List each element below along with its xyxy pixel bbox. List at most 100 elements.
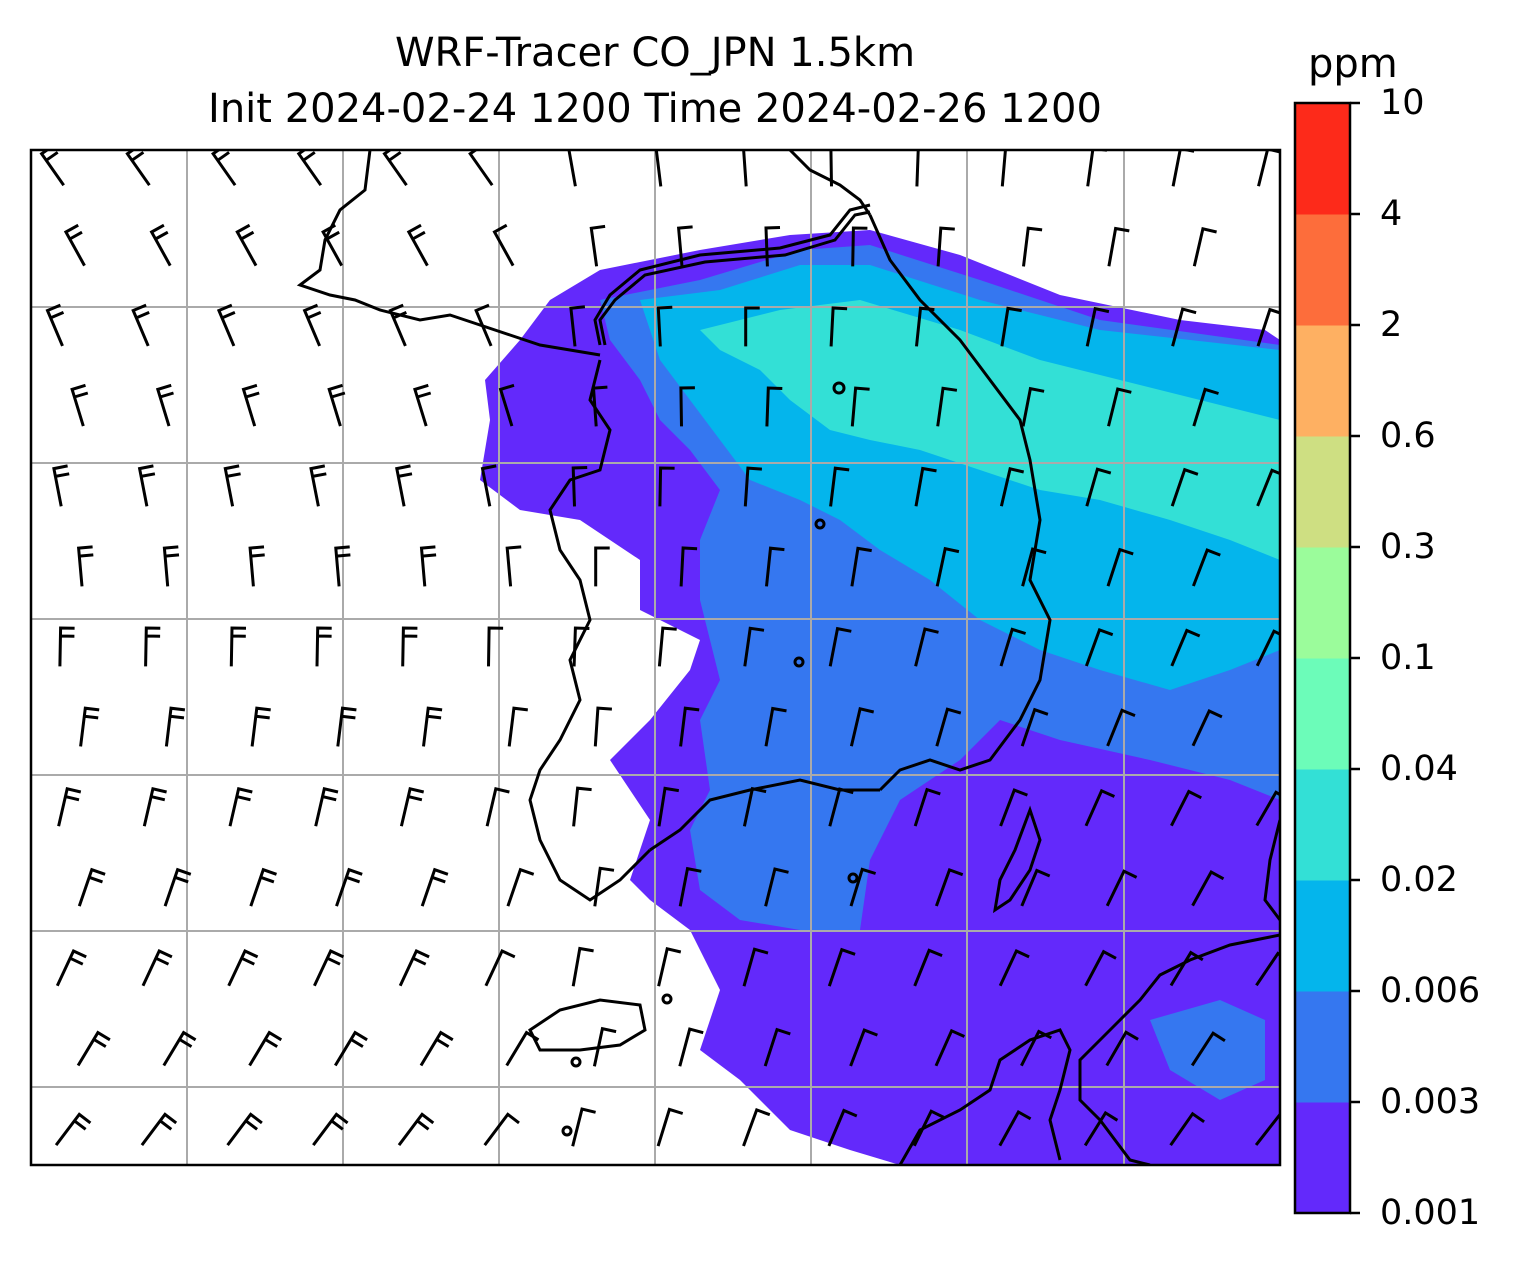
wind-barb bbox=[55, 949, 87, 987]
colorbar-segment bbox=[1295, 214, 1350, 326]
wind-barb bbox=[849, 706, 875, 747]
wind-barb bbox=[1170, 628, 1201, 667]
wind-barb bbox=[1084, 627, 1114, 667]
colorbar-segment bbox=[1295, 991, 1350, 1103]
wind-barb bbox=[1192, 387, 1219, 427]
wind-barb bbox=[474, 303, 493, 347]
colorbar-tick-label: 0.3 bbox=[1380, 527, 1436, 567]
wind-barb bbox=[388, 303, 407, 347]
wind-barb bbox=[849, 1028, 878, 1067]
wind-barb bbox=[765, 386, 783, 427]
wind-barb bbox=[422, 706, 443, 747]
wind-barb bbox=[913, 948, 943, 987]
wind-barb bbox=[742, 947, 769, 987]
wind-barb bbox=[1190, 1031, 1226, 1067]
wind-barb bbox=[487, 626, 504, 667]
wind-barb bbox=[765, 546, 785, 587]
wind-barb bbox=[480, 464, 497, 507]
colorbar-segment bbox=[1295, 547, 1350, 659]
colorbar-segment bbox=[1295, 1102, 1350, 1214]
wind-barb bbox=[744, 306, 760, 347]
wind-barb bbox=[1020, 707, 1049, 747]
wind-barb bbox=[679, 386, 695, 427]
colorbar-tick-label: 2 bbox=[1380, 305, 1403, 345]
wind-barb bbox=[742, 1107, 771, 1147]
wind-barb bbox=[312, 1112, 349, 1147]
wind-barb bbox=[1022, 226, 1043, 267]
wind-barb bbox=[149, 223, 172, 267]
korea-east-coast bbox=[868, 214, 1052, 792]
wind-barb bbox=[828, 626, 852, 667]
wind-barb bbox=[594, 546, 610, 587]
wind-barb bbox=[419, 1030, 454, 1067]
wind-barb bbox=[1255, 629, 1280, 667]
wind-barb bbox=[934, 1028, 966, 1067]
wind-barb bbox=[849, 867, 877, 907]
wind-barb bbox=[764, 226, 781, 267]
wind-barb bbox=[1105, 869, 1138, 907]
wind-barb bbox=[658, 466, 675, 507]
wind-barb bbox=[913, 787, 941, 827]
wind-barb bbox=[76, 545, 94, 587]
wind-barb bbox=[592, 1026, 617, 1067]
colorbar-tick-label: 0.006 bbox=[1380, 971, 1481, 1011]
wind-barb bbox=[829, 150, 833, 187]
wind-barb bbox=[679, 706, 700, 747]
wind-barb bbox=[654, 150, 663, 187]
wind-barb bbox=[413, 383, 432, 427]
wind-barb bbox=[1000, 150, 1020, 187]
wind-barb bbox=[936, 386, 958, 427]
wind-barb bbox=[657, 946, 682, 987]
wind-barb bbox=[742, 150, 748, 187]
wind-barb bbox=[1021, 386, 1045, 427]
wind-barb bbox=[1084, 949, 1117, 987]
wind-barb bbox=[850, 386, 870, 427]
wind-barb bbox=[227, 949, 259, 987]
wind-barb bbox=[678, 866, 702, 907]
wind-barb bbox=[914, 627, 939, 667]
wind-barb bbox=[162, 1030, 197, 1067]
wind-barb bbox=[505, 545, 522, 587]
korea-west-coast bbox=[528, 359, 652, 902]
wind-barb bbox=[999, 466, 1025, 507]
wind-barb bbox=[492, 223, 515, 267]
wind-barb bbox=[498, 383, 515, 427]
wind-barb bbox=[1192, 226, 1217, 267]
wind-barb bbox=[334, 545, 351, 587]
wind-barb bbox=[58, 626, 75, 667]
wind-barb bbox=[935, 546, 960, 587]
wind-barb bbox=[1107, 226, 1130, 267]
wind-barb bbox=[571, 946, 594, 987]
wind-barb bbox=[144, 626, 161, 667]
wind-barb bbox=[226, 1112, 263, 1147]
wind-barb bbox=[401, 626, 418, 667]
wind-barb bbox=[591, 385, 608, 427]
small-island bbox=[793, 656, 805, 668]
small-island bbox=[847, 872, 859, 884]
korea-northern-coast bbox=[296, 150, 601, 357]
wind-barb bbox=[1085, 306, 1110, 347]
japan-southwest-coast bbox=[898, 1028, 1072, 1165]
wind-barb bbox=[163, 867, 192, 907]
honshu-coast bbox=[1263, 819, 1280, 921]
wind-barb bbox=[314, 786, 339, 827]
wind-barb bbox=[657, 626, 677, 667]
map-frame bbox=[29, 148, 1282, 1167]
wind-barb bbox=[397, 1112, 435, 1147]
wind-barb bbox=[828, 787, 854, 827]
wind-barb bbox=[131, 303, 150, 347]
small-island bbox=[814, 518, 826, 530]
wind-barb bbox=[334, 1030, 368, 1067]
tsushima-island bbox=[992, 805, 1042, 914]
small-island bbox=[561, 1125, 573, 1137]
wind-barb bbox=[1020, 868, 1051, 907]
wind-barb bbox=[571, 1107, 596, 1147]
wind-barb bbox=[249, 867, 277, 907]
wind-barb bbox=[1169, 950, 1204, 987]
map-plot-area bbox=[31, 150, 1280, 1165]
wind-barb bbox=[336, 706, 357, 747]
wind-barb bbox=[335, 867, 363, 907]
wind-barb bbox=[572, 786, 592, 827]
colorbar-tick-label: 0.04 bbox=[1380, 749, 1458, 789]
wind-barb bbox=[468, 150, 494, 187]
